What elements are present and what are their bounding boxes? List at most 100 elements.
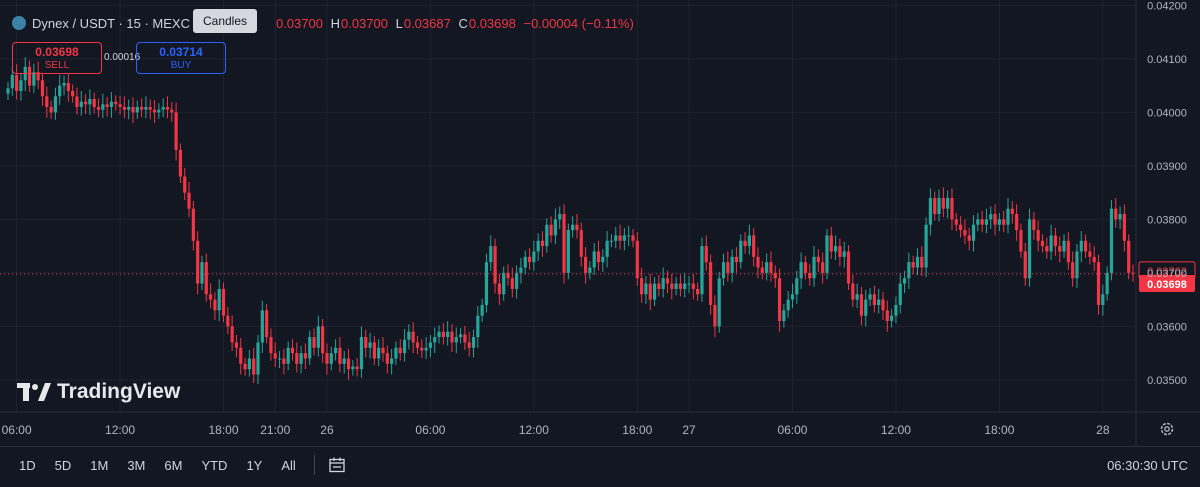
candle-body[interactable] <box>144 107 147 110</box>
candle-body[interactable] <box>1011 209 1014 214</box>
candle-body[interactable] <box>71 91 74 96</box>
candle-body[interactable] <box>364 337 367 348</box>
candle-body[interactable] <box>446 332 449 337</box>
candle-body[interactable] <box>498 284 501 295</box>
candle-body[interactable] <box>597 251 600 262</box>
candle-body[interactable] <box>291 348 294 353</box>
candle-body[interactable] <box>368 342 371 347</box>
candle-body[interactable] <box>243 364 246 369</box>
candle-body[interactable] <box>558 214 561 219</box>
candle-body[interactable] <box>32 72 35 85</box>
candle-body[interactable] <box>985 219 988 224</box>
candle-body[interactable] <box>791 294 794 299</box>
candle-body[interactable] <box>386 353 389 364</box>
candle-body[interactable] <box>1067 241 1070 262</box>
candle-body[interactable] <box>381 348 384 353</box>
candle-body[interactable] <box>748 235 751 246</box>
candle-body[interactable] <box>752 235 755 256</box>
candle-body[interactable] <box>476 316 479 337</box>
candle-body[interactable] <box>274 353 277 358</box>
candle-body[interactable] <box>1118 214 1121 219</box>
candle-body[interactable] <box>881 300 884 311</box>
candle-body[interactable] <box>993 214 996 225</box>
candle-body[interactable] <box>420 348 423 351</box>
candle-body[interactable] <box>847 251 850 283</box>
candle-body[interactable] <box>1084 241 1087 252</box>
candle-body[interactable] <box>998 219 1001 224</box>
candle-body[interactable] <box>325 353 328 364</box>
candle-body[interactable] <box>631 235 634 240</box>
candle-body[interactable] <box>131 107 134 112</box>
candle-body[interactable] <box>222 289 225 316</box>
settings-gear-icon[interactable] <box>1159 421 1175 437</box>
candle-body[interactable] <box>377 348 380 359</box>
candle-body[interactable] <box>1080 241 1083 252</box>
candle-body[interactable] <box>15 75 18 91</box>
candle-body[interactable] <box>114 102 117 105</box>
candle-body[interactable] <box>468 342 471 347</box>
candle-body[interactable] <box>519 268 522 273</box>
candle-body[interactable] <box>550 225 553 236</box>
candle-body[interactable] <box>968 235 971 240</box>
candle-body[interactable] <box>687 284 690 285</box>
tradingview-logo[interactable]: TradingView <box>17 380 180 404</box>
candle-body[interactable] <box>606 241 609 257</box>
candle-body[interactable] <box>110 102 113 107</box>
candle-body[interactable] <box>123 107 126 110</box>
candle-body[interactable] <box>640 278 643 294</box>
candle-body[interactable] <box>11 75 14 88</box>
candle-body[interactable] <box>403 340 406 353</box>
candle-body[interactable] <box>804 262 807 273</box>
candle-body[interactable] <box>489 246 492 262</box>
candle-body[interactable] <box>666 278 669 283</box>
candle-body[interactable] <box>705 246 708 262</box>
range-ytd[interactable]: YTD <box>201 458 227 473</box>
candle-body[interactable] <box>571 225 574 230</box>
candle-body[interactable] <box>425 348 428 351</box>
candle-body[interactable] <box>235 342 238 347</box>
candle-body[interactable] <box>300 353 303 364</box>
candle-body[interactable] <box>118 104 121 107</box>
candle-body[interactable] <box>675 284 678 289</box>
candle-body[interactable] <box>899 284 902 305</box>
candle-body[interactable] <box>894 305 897 316</box>
candle-body[interactable] <box>873 294 876 305</box>
candle-body[interactable] <box>925 225 928 268</box>
candle-body[interactable] <box>653 284 656 300</box>
candle-body[interactable] <box>567 230 570 273</box>
candle-body[interactable] <box>450 332 453 343</box>
candle-body[interactable] <box>843 251 846 256</box>
candle-body[interactable] <box>743 241 746 246</box>
candle-body[interactable] <box>946 198 949 209</box>
candle-body[interactable] <box>989 214 992 219</box>
candle-body[interactable] <box>1050 235 1053 251</box>
candle-body[interactable] <box>800 262 803 278</box>
sell-button[interactable]: 0.03698 SELL <box>12 42 102 74</box>
candle-body[interactable] <box>692 284 695 289</box>
candle-body[interactable] <box>187 193 190 209</box>
candle-body[interactable] <box>532 251 535 262</box>
candle-body[interactable] <box>1002 219 1005 224</box>
candle-body[interactable] <box>312 337 315 348</box>
candle-body[interactable] <box>614 235 617 240</box>
candle-body[interactable] <box>593 251 596 267</box>
candle-body[interactable] <box>248 358 251 369</box>
candle-body[interactable] <box>412 332 415 343</box>
candle-body[interactable] <box>739 241 742 262</box>
candle-body[interactable] <box>101 104 104 109</box>
candle-body[interactable] <box>731 257 734 273</box>
candle-body[interactable] <box>1037 230 1040 241</box>
candle-body[interactable] <box>343 358 346 363</box>
candle-body[interactable] <box>84 102 87 105</box>
candle-body[interactable] <box>830 235 833 251</box>
candle-body[interactable] <box>580 230 583 257</box>
candle-body[interactable] <box>136 107 139 112</box>
candle-body[interactable] <box>196 241 199 284</box>
candle-body[interactable] <box>769 262 772 273</box>
candle-body[interactable] <box>765 262 768 273</box>
candle-body[interactable] <box>97 107 100 110</box>
candle-body[interactable] <box>907 262 910 278</box>
buy-button[interactable]: 0.03714 BUY <box>136 42 226 74</box>
candle-body[interactable] <box>200 262 203 283</box>
candle-body[interactable] <box>127 107 130 110</box>
